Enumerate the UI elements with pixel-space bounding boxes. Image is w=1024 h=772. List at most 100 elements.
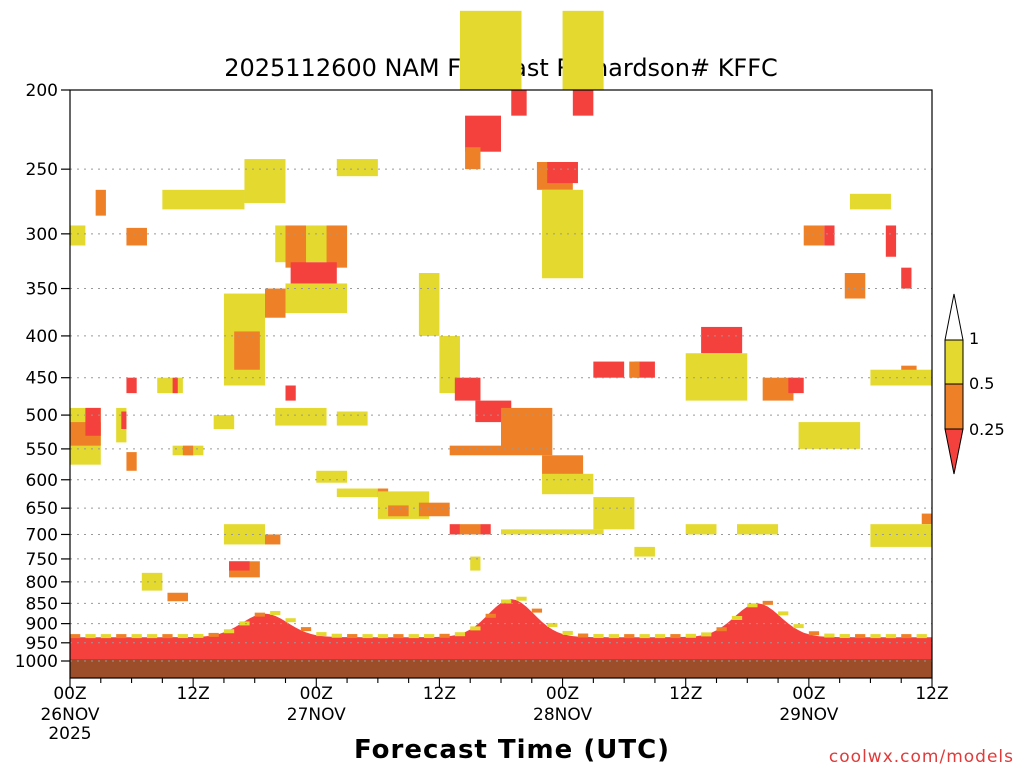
data-region-1 — [162, 189, 245, 210]
data-region-31 — [542, 473, 594, 495]
band-fringe-375 — [454, 632, 466, 637]
band-fringe-585 — [670, 634, 681, 639]
y-tick-label-450: 450 — [26, 369, 58, 389]
x-tick-date-48: 28NOV — [533, 705, 592, 725]
band-fringe-510 — [593, 634, 604, 639]
data-region-65 — [213, 415, 235, 429]
data-region-17 — [465, 147, 481, 170]
band-fringe-420 — [501, 599, 512, 604]
data-region-41 — [788, 377, 804, 394]
data-region-66 — [275, 407, 327, 426]
y-tick-label-400: 400 — [26, 327, 58, 347]
y-tick-label-750: 750 — [26, 550, 58, 570]
ground-layer — [70, 659, 932, 678]
band-fringe-60 — [131, 634, 142, 639]
band-fringe-705 — [793, 624, 804, 629]
data-region-2 — [244, 159, 286, 203]
data-region-16 — [465, 115, 501, 152]
data-region-12 — [264, 288, 286, 318]
band-fringe-315 — [393, 634, 404, 639]
y-tick-label-300: 300 — [26, 225, 58, 245]
data-region-56 — [85, 407, 101, 436]
data-region-61 — [172, 377, 178, 394]
data-region-23 — [542, 189, 584, 279]
y-tick-label-1000: 1000 — [15, 652, 58, 672]
x-tick-time-36: 12Z — [423, 684, 456, 704]
data-region-80 — [223, 524, 265, 545]
data-region-11 — [285, 283, 348, 314]
data-region-42 — [798, 422, 861, 449]
y-tick-label-800: 800 — [26, 573, 58, 593]
band-fringe-450 — [531, 608, 543, 613]
data-region-76 — [480, 524, 491, 535]
x-tick-time-84: 12Z — [915, 684, 948, 704]
data-region-37 — [634, 546, 655, 557]
band-fringe-525 — [608, 634, 620, 639]
band-fringe-480 — [562, 630, 573, 635]
band-fringe-195 — [270, 610, 281, 615]
band-fringe-15 — [85, 634, 96, 639]
data-region-86 — [737, 524, 779, 535]
data-region-53 — [870, 524, 932, 547]
data-region-64 — [182, 445, 194, 456]
legend-label-0-5: 0.5 — [969, 374, 994, 393]
data-region-75 — [449, 524, 460, 535]
band-fringe-780 — [870, 634, 881, 639]
y-tick-label-900: 900 — [26, 615, 58, 635]
data-region-34 — [634, 361, 655, 378]
band-fringe-825 — [916, 634, 927, 639]
legend: 1 0.5 0.25 — [944, 293, 1005, 475]
data-region-18 — [511, 90, 527, 116]
data-region-79 — [167, 592, 189, 602]
band-fringe-615 — [701, 632, 712, 637]
data-region-28 — [501, 407, 553, 456]
band-fringe-765 — [855, 634, 866, 639]
x-tick-date-72: 29NOV — [779, 705, 838, 725]
data-region-44 — [824, 225, 835, 246]
band-fringe-405 — [485, 613, 496, 618]
data-region-15 — [459, 10, 522, 91]
data-region-84 — [470, 556, 481, 571]
data-region-19 — [562, 10, 604, 91]
data-region-25 — [439, 335, 460, 394]
y-tick-label-500: 500 — [26, 406, 58, 426]
band-fringe-240 — [316, 632, 327, 637]
band-fringe-570 — [654, 634, 666, 639]
band-fringe-690 — [778, 611, 789, 616]
band-fringe-270 — [347, 634, 358, 639]
data-region-35 — [629, 361, 640, 378]
data-region-47 — [901, 267, 912, 289]
data-region-4 — [70, 225, 86, 246]
plot-area — [70, 10, 932, 678]
band-fringe-645 — [731, 615, 743, 620]
band-fringe-150 — [223, 629, 235, 634]
band-fringe-540 — [624, 634, 635, 639]
credit-link[interactable]: coolwx.com/models — [829, 747, 1014, 767]
data-region-26 — [454, 377, 481, 401]
data-region-40 — [762, 377, 794, 401]
data-region-38 — [701, 326, 743, 354]
band-fringe-285 — [362, 634, 373, 639]
y-tick-label-700: 700 — [26, 525, 58, 545]
x-tick-year-0: 2025 — [48, 724, 91, 744]
data-region-3 — [336, 159, 378, 177]
legend-swatch-top — [944, 293, 964, 341]
data-region-62 — [126, 452, 137, 471]
y-tick-label-950: 950 — [26, 634, 58, 654]
y-tick-label-650: 650 — [26, 499, 58, 519]
y-tick-label-200: 200 — [26, 81, 58, 101]
x-tick-time-60: 12Z — [669, 684, 702, 704]
data-region-60 — [157, 377, 183, 394]
data-region-43 — [803, 225, 825, 246]
data-region-67 — [285, 385, 296, 401]
band-fringe-180 — [254, 612, 265, 617]
data-region-32 — [501, 529, 604, 535]
x-tick-date-0: 26NOV — [40, 705, 99, 725]
legend-label-0-25: 0.25 — [969, 420, 1005, 439]
y-tick-label-350: 350 — [26, 280, 58, 300]
data-region-6 — [126, 227, 147, 246]
band-fringe-660 — [747, 603, 758, 608]
data-region-70 — [336, 488, 389, 498]
legend-swatch-yellow — [944, 339, 964, 385]
